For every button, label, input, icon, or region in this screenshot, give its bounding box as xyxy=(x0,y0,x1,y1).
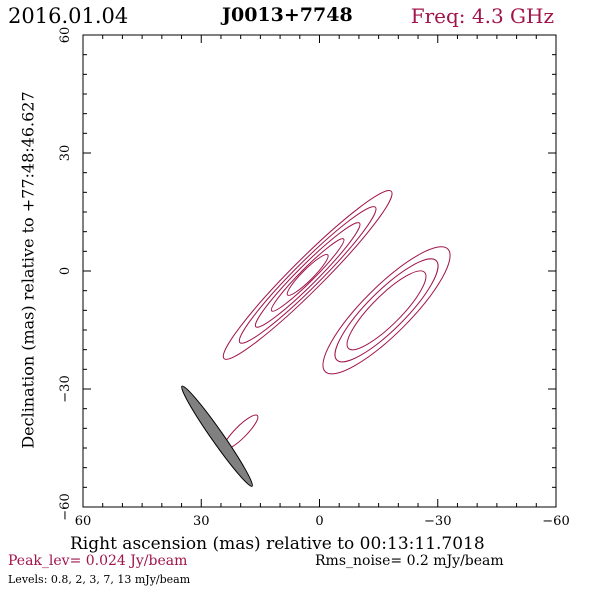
peak-level: Peak_lev= 0.024 Jy/beam xyxy=(8,553,188,569)
x-axis-label: Right ascension (mas) relative to 00:13:… xyxy=(70,534,485,554)
source-name: J0013+7748 xyxy=(222,4,353,26)
contour-secondary xyxy=(346,270,427,351)
observation-date: 2016.01.04 xyxy=(8,4,129,28)
y-tick-label: −30 xyxy=(58,375,73,402)
frequency-label: Freq: 4.3 GHz xyxy=(410,4,554,28)
axis-tick-labels: 60 30 0 −30 −60 −60 −30 0 30 60 xyxy=(58,27,570,529)
x-tick-label: −30 xyxy=(424,514,451,529)
contour-core-jet xyxy=(286,253,329,296)
y-tick-label: −60 xyxy=(58,493,73,520)
x-tick-label: −60 xyxy=(542,514,569,529)
contours xyxy=(222,190,451,451)
y-tick-label: 30 xyxy=(58,145,73,162)
contour-secondary xyxy=(334,258,439,363)
beam xyxy=(181,385,253,487)
y-axis-label: Declination (mas) relative to +77:48:46.… xyxy=(18,91,38,449)
contour-core-jet xyxy=(270,238,345,312)
axis-ticks xyxy=(82,34,557,508)
contour-secondary xyxy=(322,246,451,375)
y-tick-label: 60 xyxy=(58,27,73,44)
x-tick-label: 0 xyxy=(315,514,323,529)
x-tick-label: 30 xyxy=(193,514,210,529)
x-tick-label: 60 xyxy=(75,514,92,529)
contour-core-jet xyxy=(238,206,377,344)
contour-levels: Levels: 0.8, 2, 3, 7, 13 mJy/beam xyxy=(8,573,191,586)
beam-ellipse xyxy=(181,385,253,487)
contour-core-jet xyxy=(254,222,361,328)
contour-core-jet xyxy=(222,190,393,360)
rms-noise: Rms_noise= 0.2 mJy/beam xyxy=(315,553,504,569)
y-tick-label: 0 xyxy=(58,267,73,275)
